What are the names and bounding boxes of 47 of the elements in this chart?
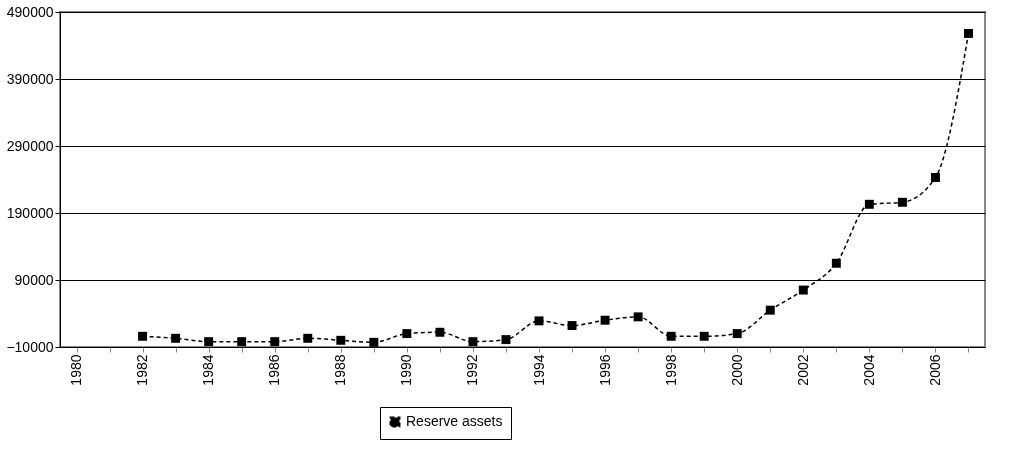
x-tick-label: 1984 xyxy=(200,354,217,386)
x-tick-label: 1986 xyxy=(266,354,283,386)
x-tick-label: 1980 xyxy=(68,354,85,386)
y-tick-label: 290000 xyxy=(6,137,54,154)
legend-label: Reserve assets xyxy=(406,413,503,429)
x-tick-label: 1998 xyxy=(662,354,679,386)
point xyxy=(897,197,907,207)
point xyxy=(270,337,280,347)
x-tick-label: 2006 xyxy=(926,354,943,386)
point xyxy=(534,316,544,326)
point xyxy=(732,329,742,339)
x-tick-label: 1990 xyxy=(398,354,415,386)
x-tick-label: 1982 xyxy=(134,354,151,386)
y-tick-label: 490000 xyxy=(6,3,54,20)
x-tick-label: 1992 xyxy=(464,354,481,386)
point xyxy=(435,327,445,337)
point xyxy=(468,337,478,347)
point xyxy=(831,258,841,268)
x-tick-label: 2004 xyxy=(860,354,877,386)
point xyxy=(633,312,643,322)
point xyxy=(402,329,412,339)
point xyxy=(864,199,874,209)
point xyxy=(666,331,676,341)
point xyxy=(138,331,148,341)
point xyxy=(964,28,973,38)
point xyxy=(798,285,808,295)
point xyxy=(567,321,577,331)
point xyxy=(336,335,346,345)
x-tick-label: 1996 xyxy=(596,354,613,386)
point xyxy=(171,333,181,343)
y-tick-label: −10000 xyxy=(6,338,54,355)
x-tick-label: 2002 xyxy=(794,354,811,386)
x-tick-label: 2000 xyxy=(728,354,745,386)
y-tick-label: 90000 xyxy=(14,271,54,288)
point xyxy=(303,333,313,343)
point xyxy=(930,173,940,182)
point xyxy=(600,315,610,325)
y-tick-label: 390000 xyxy=(6,70,54,87)
x-tick-label: 1994 xyxy=(530,354,547,386)
point xyxy=(501,335,511,345)
x-tick-label: 1988 xyxy=(332,354,349,386)
point xyxy=(237,337,247,347)
y-tick-label: 190000 xyxy=(6,204,54,221)
point xyxy=(699,331,709,341)
point xyxy=(765,305,775,315)
point xyxy=(204,337,214,347)
point xyxy=(369,337,379,347)
